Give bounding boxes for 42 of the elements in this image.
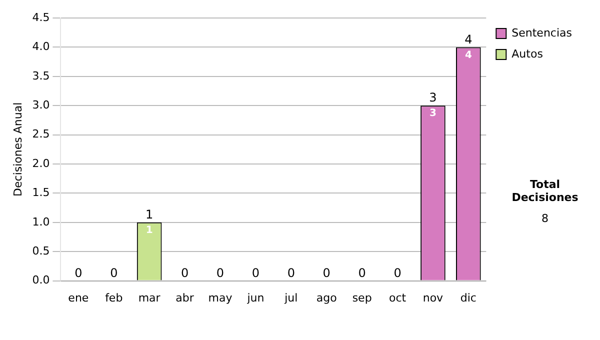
y-tick-label: 1.5 [32,186,50,200]
x-tick-label: mar [138,291,161,304]
total-label: 0 [252,266,260,280]
total-label: 0 [287,266,295,280]
x-tick-label: dic [460,291,476,304]
data-label: 3 [429,108,436,120]
x-tick-label: may [208,291,233,304]
total-label: 3 [429,90,437,105]
y-tick-label: 4.0 [32,40,50,54]
y-axis-title: Decisiones Anual [11,102,24,196]
total-label: 0 [180,266,189,280]
x-tick-label: feb [105,291,123,304]
y-tick-label: 2.5 [32,128,50,141]
y-tick-label: 3.0 [32,98,50,112]
text: 8 [540,212,550,225]
total-label: 0 [394,266,402,280]
x-tick-label: abr [176,291,194,304]
x-tick-label: jul [284,291,298,304]
y-tick-label: 3.5 [32,69,50,82]
total-label: 0 [358,266,366,280]
y-tick-label: 0.0 [32,274,50,287]
y-tick-label: 4.5 [32,10,50,24]
total-label: 0 [216,266,224,280]
x-tick-label: sep [352,291,372,304]
total-label: 0 [110,266,118,280]
x-tick-label: jun [246,291,264,304]
total-label: 4 [464,32,472,46]
x-tick-label: oct [388,291,407,304]
text: Total Decisiones [510,178,580,204]
y-tick-label: 1.0 [32,215,50,228]
legend-label: Autos [512,47,544,60]
data-label: 1 [146,224,153,236]
x-tick-label: ene [68,291,89,304]
x-tick-label: nov [422,291,444,304]
total-label: 0 [74,266,82,280]
x-tick-label: ago [316,291,338,304]
total-label: 0 [322,266,330,280]
y-tick-label: 0.5 [32,244,50,258]
total-label: 1 [146,208,154,222]
y-tick-label: 2.0 [32,156,50,170]
data-label: 4 [464,50,472,61]
legend-label: Sentencias [512,26,572,40]
